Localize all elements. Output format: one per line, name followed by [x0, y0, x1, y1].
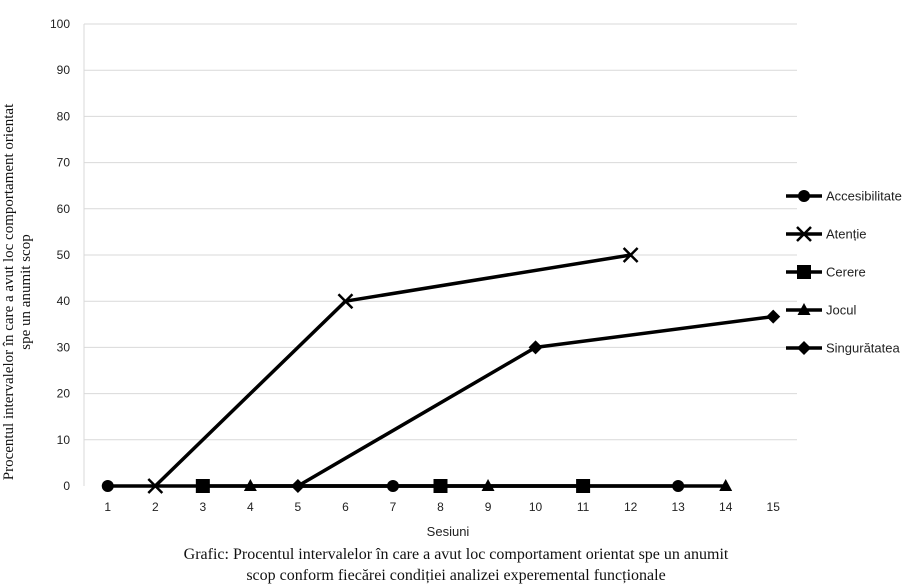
x-tick-label: 2: [152, 500, 159, 514]
data-point: [101, 480, 114, 492]
y-tick-label: 50: [57, 248, 71, 262]
y-tick-label: 40: [57, 294, 71, 308]
x-tick-label: 14: [719, 500, 733, 514]
x-tick-label: 10: [529, 500, 543, 514]
legend-marker: [797, 341, 811, 355]
chart-caption-line-2: scop conform fiecărei condiției analizei…: [246, 567, 665, 584]
data-point: [290, 479, 305, 493]
series-atenție: [147, 247, 639, 494]
y-tick-label: 100: [50, 17, 70, 31]
y-tick-label: 10: [57, 433, 71, 447]
legend-label: Atenție: [826, 227, 866, 242]
x-tick-label: 5: [295, 500, 302, 514]
y-tick-label: 30: [57, 340, 71, 354]
x-tick-label: 3: [199, 500, 206, 514]
data-point: [337, 293, 354, 310]
y-tick-label: 60: [57, 202, 71, 216]
x-tick-label: 1: [104, 500, 111, 514]
legend-item: Accesibilitate: [786, 189, 902, 204]
y-tick-label: 20: [57, 387, 71, 401]
y-tick-label: 90: [57, 63, 71, 77]
x-tick-label: 15: [767, 500, 781, 514]
y-axis-label-line-2: spe un anumit scop: [18, 234, 34, 349]
legend-label: Cerere: [826, 265, 866, 280]
legend-item: Cerere: [786, 265, 866, 280]
legend-label: Singurătatea: [826, 341, 900, 356]
y-axis-label-line-1: Procentul intervalelor în care a avut lo…: [1, 103, 17, 480]
series-line: [154, 253, 631, 488]
x-tick-label: 12: [624, 500, 638, 514]
series-group: [101, 247, 781, 494]
legend: Accesibilitate Atenție Cerere Jocul Singurăt…: [786, 189, 902, 356]
y-tick-label: 0: [63, 479, 70, 493]
legend-marker: [798, 190, 810, 202]
x-tick-label: 9: [485, 500, 492, 514]
y-tick-label: 70: [57, 156, 71, 170]
x-tick-label: 4: [247, 500, 254, 514]
legend-item: Atenție: [786, 226, 866, 242]
legend-item: Singurătatea: [786, 341, 900, 356]
x-tick-label: 11: [577, 500, 590, 514]
legend-label: Jocul: [826, 303, 856, 318]
grid: [83, 23, 797, 486]
data-point: [147, 478, 164, 494]
y-axis-ticks: 0 10 20 30 40 50 60 70 80 90 100: [50, 17, 70, 493]
data-point: [528, 340, 543, 355]
data-point: [243, 479, 257, 491]
x-tick-label: 8: [437, 500, 444, 514]
chart-caption-line-1: Grafic: Procentul intervalelor în care a…: [184, 546, 729, 563]
x-axis-label: Sesiuni: [427, 524, 470, 539]
x-tick-label: 7: [390, 500, 397, 514]
data-point: [195, 479, 210, 493]
x-axis-ticks: 1 2 3 4 5 6 7 8 9 10 11 12 13 14 15: [104, 500, 780, 514]
data-point: [719, 479, 733, 491]
data-point: [622, 247, 639, 263]
legend-item: Jocul: [786, 303, 856, 318]
y-axis-label: Procentul intervalelor în care a avut lo…: [1, 103, 34, 480]
legend-label: Accesibilitate: [826, 189, 902, 204]
series-singurătatea: [290, 309, 781, 493]
y-tick-label: 80: [57, 109, 71, 123]
data-point: [481, 479, 495, 491]
x-tick-label: 6: [342, 500, 349, 514]
legend-marker: [796, 226, 812, 242]
legend-marker: [797, 303, 811, 315]
data-point: [766, 309, 781, 324]
series-jocul: [243, 479, 733, 491]
x-tick-label: 13: [671, 500, 685, 514]
legend-marker: [797, 265, 811, 279]
